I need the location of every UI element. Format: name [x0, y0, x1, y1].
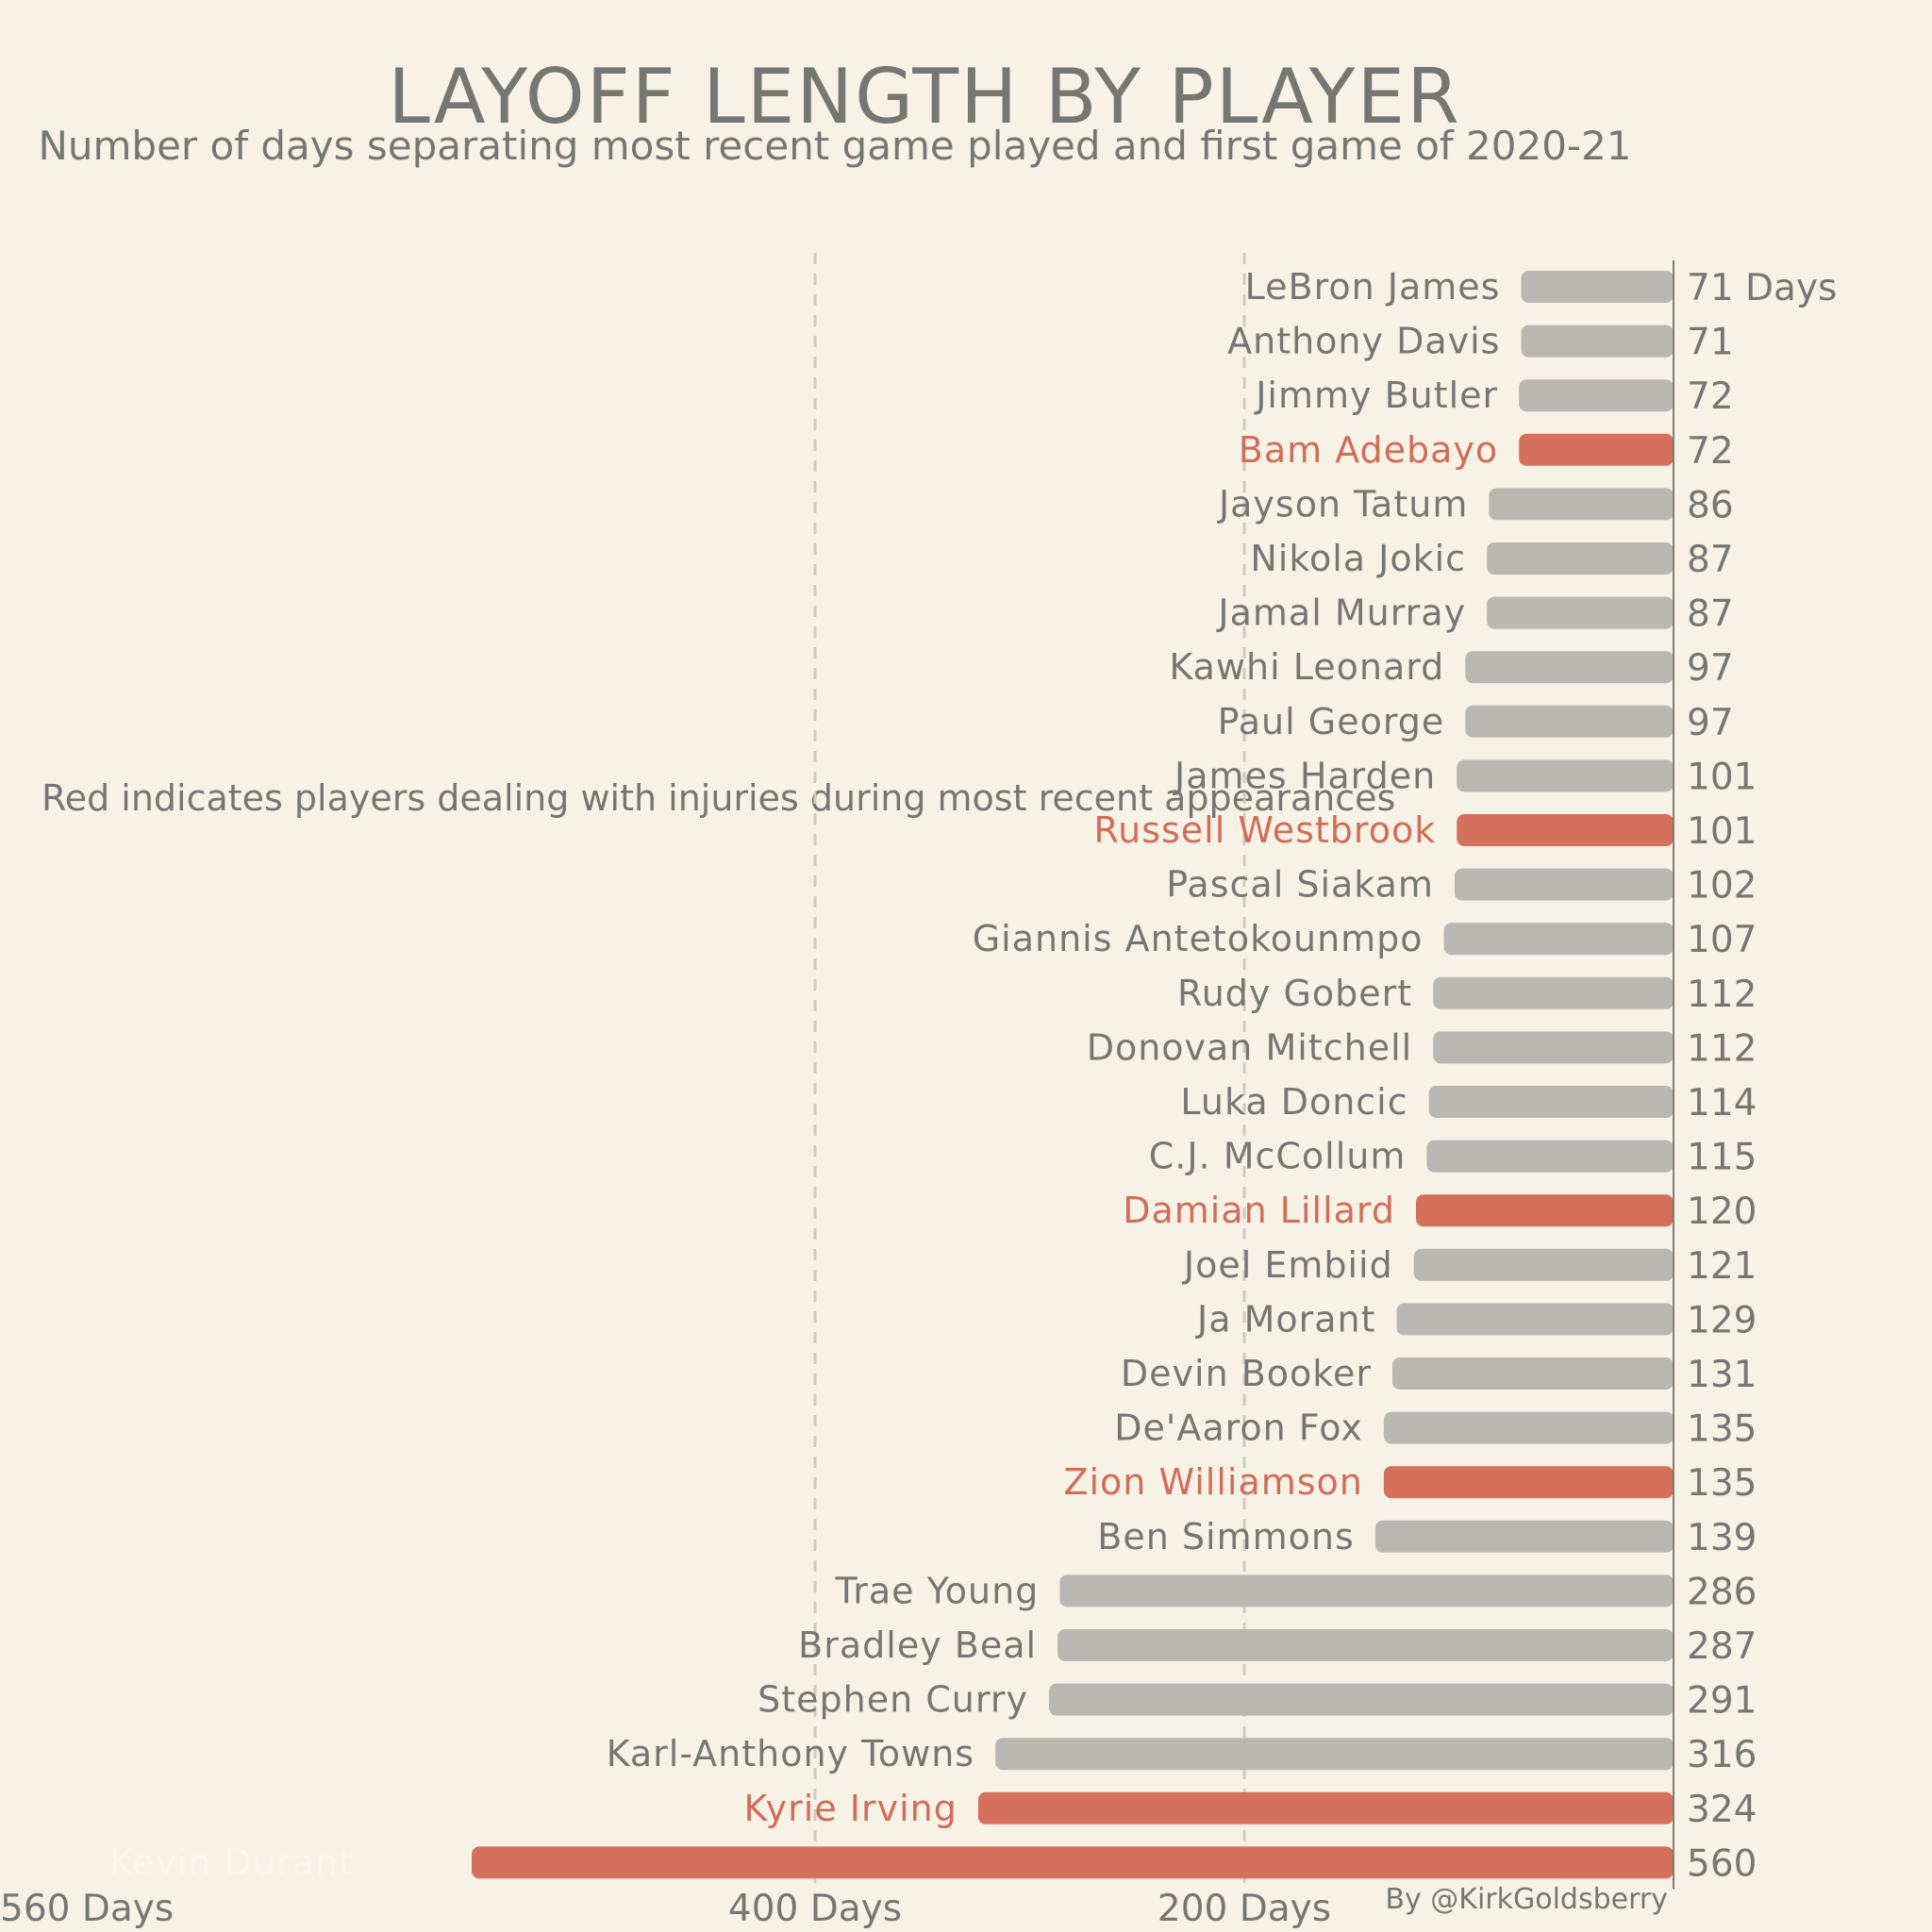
chart-title: LAYOFF LENGTH BY PLAYER	[388, 53, 1461, 141]
category-label: Stephen Curry	[758, 1679, 1028, 1721]
data-label: 86	[1687, 484, 1734, 526]
category-label: Damian Lillard	[1123, 1190, 1395, 1231]
bar	[1465, 705, 1674, 738]
category-label: Jamal Murray	[1216, 592, 1466, 634]
bar	[1454, 868, 1674, 901]
category-label: C.J. McCollum	[1149, 1136, 1407, 1177]
data-label: 129	[1687, 1299, 1757, 1341]
category-label: Trae Young	[835, 1570, 1040, 1611]
bar	[1521, 325, 1674, 358]
bar	[1521, 271, 1674, 303]
bar	[1059, 1574, 1674, 1607]
category-label: Nikola Jokic	[1250, 538, 1466, 579]
bar	[1487, 596, 1674, 629]
data-label: 316	[1687, 1734, 1757, 1776]
data-label: 87	[1687, 539, 1734, 581]
bar	[1416, 1194, 1674, 1227]
category-label: Giannis Antetokounmpo	[973, 918, 1424, 959]
data-label: 71 Days	[1687, 267, 1837, 309]
category-label: Donovan Mitchell	[1087, 1026, 1413, 1068]
category-label: Paul George	[1218, 701, 1445, 742]
bar	[1487, 542, 1674, 575]
category-label: De'Aaron Fox	[1114, 1407, 1363, 1449]
data-label: 112	[1687, 974, 1757, 1016]
category-label: Zion Williamson	[1063, 1461, 1362, 1503]
data-label: 131	[1687, 1354, 1757, 1396]
category-label: Ja Morant	[1195, 1298, 1376, 1340]
bar	[977, 1791, 1674, 1824]
data-label: 71	[1687, 322, 1734, 364]
bar	[1383, 1466, 1674, 1499]
bar	[1374, 1520, 1674, 1553]
category-label: Bam Adebayo	[1239, 429, 1498, 471]
bar	[1465, 651, 1674, 684]
data-label: 114	[1687, 1082, 1757, 1124]
category-label: James Harden	[1173, 755, 1436, 796]
bar	[1519, 379, 1674, 412]
data-label: 72	[1687, 430, 1734, 473]
bar	[1048, 1683, 1674, 1716]
data-label: 287	[1687, 1625, 1757, 1668]
data-label: 115	[1687, 1137, 1757, 1179]
bar	[1428, 1086, 1674, 1118]
category-label: Joel Embiid	[1182, 1244, 1393, 1286]
category-label: Pascal Siakam	[1166, 864, 1434, 906]
bar	[1396, 1303, 1674, 1336]
bar	[1413, 1248, 1674, 1281]
category-label: Kevin Durant	[109, 1841, 354, 1883]
data-label: 72	[1687, 375, 1734, 418]
chart-subtitle: Number of days separating most recent ga…	[38, 123, 1632, 169]
bar	[995, 1738, 1674, 1771]
data-label: 286	[1687, 1571, 1757, 1613]
data-label: 87	[1687, 593, 1734, 636]
data-label: 560	[1687, 1842, 1757, 1885]
x-tick-label: 400 Days	[728, 1888, 902, 1930]
category-label: Luka Doncic	[1180, 1081, 1407, 1123]
data-label: 101	[1687, 810, 1757, 853]
data-label: 101	[1687, 756, 1757, 798]
data-label: 120	[1687, 1191, 1757, 1233]
data-label: 135	[1687, 1462, 1757, 1505]
data-label: 112	[1687, 1027, 1757, 1070]
credit-text: By @KirkGoldsberry	[1385, 1883, 1668, 1916]
x-tick-label: 200 Days	[1158, 1888, 1331, 1930]
category-label: Bradley Beal	[798, 1624, 1037, 1666]
bar	[1433, 1031, 1674, 1064]
bar	[1391, 1357, 1674, 1390]
data-label: 97	[1687, 647, 1734, 690]
data-label: 324	[1687, 1789, 1757, 1831]
data-label: 97	[1687, 702, 1734, 744]
category-label: Devin Booker	[1121, 1353, 1372, 1394]
category-label: Rudy Gobert	[1177, 973, 1412, 1014]
category-label: LeBron James	[1245, 266, 1501, 308]
bar	[1058, 1629, 1674, 1661]
category-label: Jayson Tatum	[1217, 483, 1468, 525]
data-label: 139	[1687, 1517, 1757, 1559]
bar	[1489, 488, 1674, 521]
bar	[1457, 759, 1674, 792]
category-label: Karl-Anthony Towns	[607, 1733, 975, 1774]
bar	[1443, 923, 1674, 956]
category-label: Kyrie Irving	[744, 1788, 958, 1829]
category-label: Russell Westbrook	[1093, 809, 1436, 851]
category-label: Anthony Davis	[1227, 321, 1500, 362]
data-label: 121	[1687, 1245, 1757, 1288]
x-tick-label: 560 Days	[0, 1888, 174, 1930]
data-label: 102	[1687, 865, 1757, 908]
bar	[472, 1846, 1674, 1879]
bar	[1457, 814, 1674, 846]
data-label: 107	[1687, 919, 1757, 961]
category-label: Ben Simmons	[1097, 1516, 1354, 1557]
bar	[1519, 433, 1674, 466]
bar	[1383, 1411, 1674, 1444]
bar	[1433, 976, 1674, 1009]
category-label: Kawhi Leonard	[1169, 646, 1444, 688]
category-label: Jimmy Butler	[1254, 375, 1498, 416]
data-label: 135	[1687, 1408, 1757, 1451]
data-label: 291	[1687, 1680, 1757, 1723]
bar	[1426, 1140, 1674, 1173]
